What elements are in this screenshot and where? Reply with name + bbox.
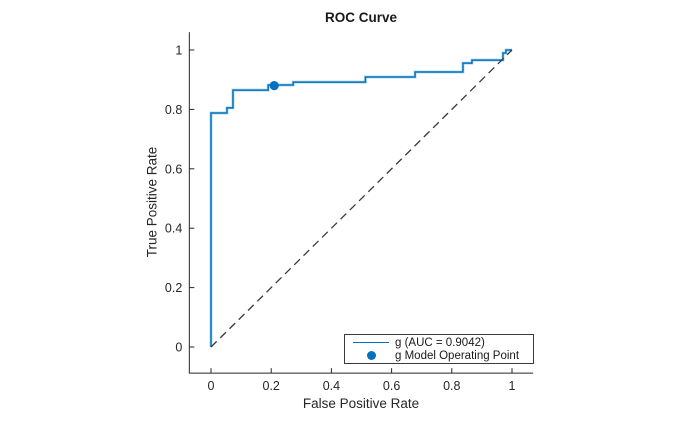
axes: 0 0.2 0.4 0.6 0.8 1 0 0.2 0.4 0.6 0.8 1 [165,32,534,393]
y-tick-label: 0.8 [165,103,182,117]
chart-title: ROC Curve [324,10,398,25]
legend-line-sample-wrap [351,342,391,343]
legend-item-operating-point: g Model Operating Point [345,349,533,362]
legend: g (AUC = 0.9042) g Model Operating Point [344,334,534,364]
x-tick-label: 0.4 [323,379,340,393]
y-tick-label: 1 [175,44,182,58]
y-tick-label: 0 [175,341,182,355]
y-tick-label: 0.6 [165,162,182,176]
x-tick-label: 0 [208,379,215,393]
x-tick-label: 0.6 [383,379,400,393]
legend-dot-sample [366,351,376,360]
x-axis-label: False Positive Rate [302,396,420,411]
y-tick-label: 0.2 [165,281,182,295]
legend-line-sample [353,342,389,343]
legend-item-label: g (AUC = 0.9042) [395,336,485,349]
x-tick-label: 0.2 [263,379,280,393]
x-tick-label: 1 [509,379,516,393]
reference-line [210,49,513,348]
legend-item-roc-curve: g (AUC = 0.9042) [345,336,533,349]
legend-dot-sample-wrap [351,351,391,360]
x-tick-label: 0.8 [443,379,460,393]
roc-curve-line [210,49,512,347]
y-axis-label: True Positive Rate [144,146,160,258]
operating-point-marker [269,81,279,91]
y-tick-label: 0.4 [165,222,182,236]
legend-item-label: g Model Operating Point [395,349,520,362]
